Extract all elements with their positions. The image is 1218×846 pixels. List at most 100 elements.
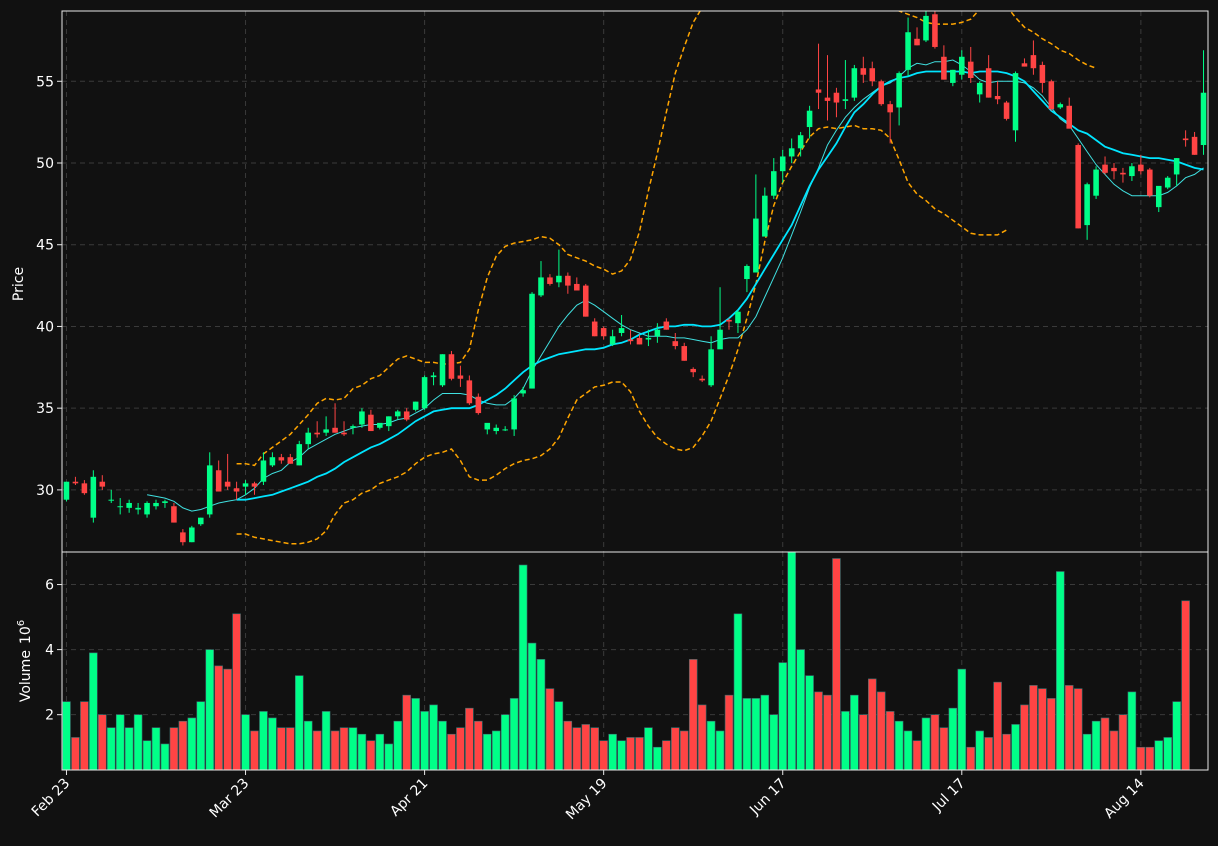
candle-body <box>233 488 240 492</box>
bollinger-lower-line <box>236 124 1007 545</box>
price-tick-label: 45 <box>36 238 54 254</box>
volume-tick-label: 4 <box>45 643 54 659</box>
volume-bar <box>1073 688 1083 770</box>
volume-bar <box>572 727 582 770</box>
candle-body <box>959 56 965 75</box>
candle-body <box>197 517 204 525</box>
volume-bar <box>187 717 197 770</box>
candle-body <box>153 502 159 507</box>
candle-body <box>457 375 464 379</box>
candle-body <box>654 329 661 337</box>
candle-body <box>412 401 419 410</box>
candle-body <box>860 68 867 75</box>
volume-bar <box>590 727 599 770</box>
volume-bar <box>151 727 161 770</box>
volume-bar <box>653 746 662 770</box>
candle-body <box>1102 164 1108 173</box>
bollinger-upper-line <box>236 11 1097 467</box>
volume-bar <box>142 740 152 770</box>
volume-bar <box>823 694 832 770</box>
candle-body <box>869 68 876 82</box>
candle-body <box>627 339 634 342</box>
candle-body <box>296 444 303 466</box>
candle-body <box>923 15 929 41</box>
candle-body <box>833 92 840 103</box>
volume-bar <box>286 727 295 770</box>
candle-body <box>430 375 437 378</box>
volume-bar <box>796 649 805 770</box>
candle-body <box>1129 166 1135 177</box>
candle-body <box>941 56 947 80</box>
candle-body <box>609 336 616 345</box>
volume-bar <box>662 740 671 770</box>
volume-bar <box>921 717 931 770</box>
volume-bar <box>751 698 761 770</box>
candle-body <box>1003 102 1010 119</box>
volume-bar <box>563 720 573 770</box>
volume-bar <box>626 737 635 770</box>
candle-body <box>690 368 696 373</box>
candle-body <box>1138 164 1144 172</box>
volume-bar <box>644 727 653 770</box>
volume-tick-label: 6 <box>45 578 54 594</box>
volume-bar <box>832 558 841 770</box>
volume-bar <box>268 717 277 770</box>
candle-body <box>63 481 70 500</box>
volume-bar <box>1109 730 1119 770</box>
candle-body <box>206 465 213 515</box>
candle-body <box>144 502 150 515</box>
volume-bar <box>71 737 80 770</box>
candle-body <box>260 460 267 482</box>
candle-body <box>636 337 643 345</box>
candle-body <box>797 135 804 149</box>
candle-body <box>842 99 849 101</box>
candle-body <box>117 506 123 508</box>
candle-body <box>1164 177 1171 188</box>
candle-body <box>251 483 258 487</box>
price-tick-label: 50 <box>36 156 54 172</box>
candle-body <box>663 321 670 330</box>
candle-body <box>386 416 392 427</box>
volume-bar <box>339 727 349 770</box>
candle-body <box>985 68 992 98</box>
volume-bar <box>1064 685 1074 770</box>
candle-body <box>914 38 920 46</box>
volume-panel: 2 4 6 <box>45 551 1209 771</box>
candle-body <box>726 319 732 322</box>
volume-bar <box>1020 704 1029 770</box>
volume-bar <box>62 701 71 770</box>
candle-body <box>932 14 938 47</box>
candle-body <box>1173 158 1180 175</box>
candle-body <box>699 378 705 381</box>
candle-body <box>950 69 956 83</box>
volume-bar <box>912 740 922 770</box>
volume-bar <box>993 681 1002 770</box>
candle-body <box>394 411 401 417</box>
candle-body <box>1147 169 1153 196</box>
volume-bar <box>429 704 438 770</box>
candle-body <box>574 283 580 291</box>
volume-bar <box>223 668 232 770</box>
volume-axis-label-text: Volume <box>18 650 34 702</box>
candle-body <box>305 432 311 445</box>
candle-body <box>323 429 329 433</box>
volume-bar <box>527 642 537 770</box>
candle-body <box>269 457 276 466</box>
volume-bar <box>1127 691 1137 770</box>
candle-body <box>171 506 177 523</box>
volume-bar <box>671 727 680 770</box>
volume-bar <box>1056 571 1065 770</box>
candle-body <box>439 354 446 386</box>
volume-bar <box>474 720 483 770</box>
volume-bar <box>733 613 743 770</box>
volume-bar <box>814 691 823 770</box>
price-tick-label: 40 <box>36 319 54 335</box>
volume-bar <box>241 714 250 770</box>
candle-body <box>645 337 652 340</box>
candle-body <box>484 422 491 430</box>
volume-bar <box>599 740 608 770</box>
volume-bar <box>1002 733 1011 770</box>
volume-bar <box>420 711 429 770</box>
volume-bar <box>518 564 528 770</box>
